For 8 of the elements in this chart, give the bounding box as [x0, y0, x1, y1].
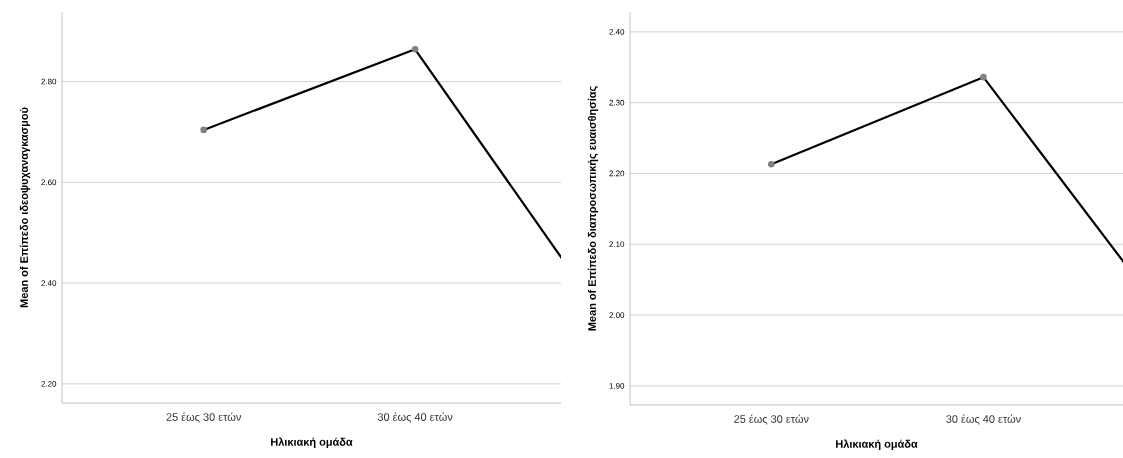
x-tick-label: 30 έως 40 ετών	[946, 414, 1021, 425]
x-tick-label: 30 έως 40 ετών	[377, 412, 453, 423]
x-tick-label: 25 έως 30 ετών	[166, 412, 241, 423]
y-axis-title: Mean of Επίπεδο ιδεοψυχαναγκασμού	[19, 107, 31, 308]
x-axis-title: Ηλικιακή ομάδα	[271, 437, 353, 448]
x-tick-label: 25 έως 30 ετών	[734, 414, 809, 425]
y-axis-title: Mean of Επίπεδο διαπροσωπικής ευαισθησίας	[587, 86, 599, 331]
x-axis-title: Ηλικιακή ομάδα	[836, 439, 918, 450]
